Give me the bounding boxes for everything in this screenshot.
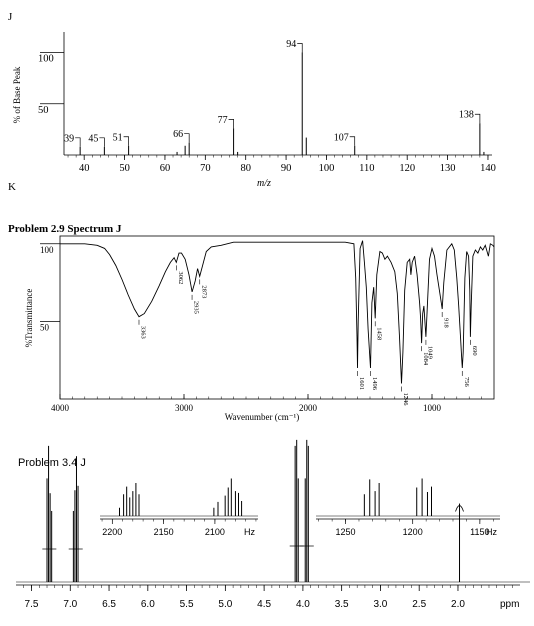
ir-peak-label: 3062 [177,271,184,284]
ms-peak-leader [99,137,105,147]
inset-unit: Hz [486,527,497,537]
ir-x-tick-label: 3000 [175,403,194,413]
ms-x-tick-label: 60 [160,163,171,174]
nmr-peak-top [455,505,464,512]
ms-y-label: % of Base Peak [12,66,22,123]
ir-peak-label: 1601 [358,377,365,390]
ms-x-tick-label: 70 [200,163,211,174]
ms-peak-leader [349,136,356,146]
ir-peak-label: 1458 [376,327,383,340]
ms-peak-leader [75,137,81,147]
nmr-x-tick-label: 3.5 [335,599,349,610]
ir-peak-label: 2873 [200,285,207,298]
ms-peak-label: 51 [113,132,123,143]
inset-tick-label: 2200 [102,527,122,537]
ir-x-tick-label: 4000 [51,403,70,413]
ms-x-tick-label: 140 [480,163,496,174]
ms-x-tick-label: 50 [119,163,130,174]
ir-peak-label: 1049 [426,346,433,359]
ir-peak-label: 1084 [422,352,429,366]
ms-peak-label: 45 [88,133,98,144]
ms-peak-label: 107 [334,132,349,143]
ms-peak-label: 94 [286,39,296,50]
inset-tick-label: 2100 [205,527,225,537]
nmr-x-tick-label: 3.0 [373,599,387,610]
ir-y-tick-label: 100 [40,245,54,255]
nmr-title: Problem 3.4 J [18,457,86,469]
ms-peak-leader [184,133,190,143]
ms-x-tick-label: 100 [319,163,335,174]
nmr-x-tick-label: 5.0 [218,599,232,610]
ir-spectrum-chart: %Transmittance Wavenumber (cm⁻¹) 4000 300… [24,235,495,422]
ir-letter: K [8,181,16,193]
nmr-x-label: ppm [500,599,519,610]
nmr-x-tick-label: 6.0 [141,599,155,610]
nmr-x-tick-label: 5.5 [180,599,194,610]
inset-tick-label: 1150 [470,527,489,537]
ms-peak-leader [123,136,129,146]
ir-peak-label: 690 [471,346,478,356]
ms-x-tick-label: 90 [281,163,292,174]
nmr-x-tick-label: 2.0 [451,599,465,610]
ir-peak-label: 1496 [371,377,378,391]
ir-y-tick-label: 50 [40,322,50,332]
ms-y-tick-label: 100 [38,54,54,65]
nmr-spectrum-chart: ppm 7.5 7.0 6.5 6.0 5.5 5.0 4.5 4.0 3.5 3.0 2.5 2.0… [16,439,530,610]
ms-x-tick-label: 120 [399,163,415,174]
ms-peak-leader [297,43,303,53]
ms-x-tick-label: 130 [440,163,456,174]
ir-peak-label: 2935 [193,301,200,314]
nmr-x-tick-label: 4.5 [257,599,271,610]
ms-peak-label: 39 [64,133,74,144]
nmr-x-tick-label: 2.5 [412,599,426,610]
nmr-x-tick-label: 7.5 [25,599,39,610]
nmr-x-tick-label: 6.5 [102,599,116,610]
inset-tick-label: 2150 [154,527,174,537]
ir-y-label: %Transmittance [24,289,34,348]
ms-peak-label: 77 [218,115,228,126]
inset-unit: Hz [244,527,255,537]
ms-x-label: m/z [257,178,271,189]
ms-peak-leader [228,119,234,129]
ir-peak-label: 756 [463,377,470,388]
ms-peak-label: 138 [459,110,474,121]
ir-peak-label: 3363 [139,326,146,339]
inset-tick-label: 1250 [336,527,356,537]
nmr-x-tick-label: 4.0 [296,599,310,610]
inset-left: 2200 2150 2100 Hz [100,478,258,537]
ms-x-tick-label: 40 [79,163,90,174]
ms-peak-label: 66 [173,129,183,140]
ir-peak-label: 918 [443,318,450,328]
inset-tick-label: 1200 [403,527,423,537]
ir-trace [60,240,495,384]
mass-spectrum-chart: % of Base Peak m/z 40 50 60 70 80 90 100 110 120… [12,32,496,189]
ms-y-tick-label: 50 [38,105,49,116]
ir-x-tick-label: 2000 [299,403,318,413]
ir-title: Problem 2.9 Spectrum J [8,223,122,235]
ms-letter: J [8,11,13,23]
ms-x-tick-label: 80 [240,163,251,174]
ir-peak-label: 1246 [402,392,409,406]
ir-x-label: Wavenumber (cm⁻¹) [225,412,299,422]
nmr-x-tick-label: 7.0 [63,599,77,610]
ms-peak-leader [474,113,481,124]
ir-frame [59,235,495,400]
ms-x-tick-label: 110 [359,163,374,174]
ir-x-tick-label: 1000 [423,403,442,413]
